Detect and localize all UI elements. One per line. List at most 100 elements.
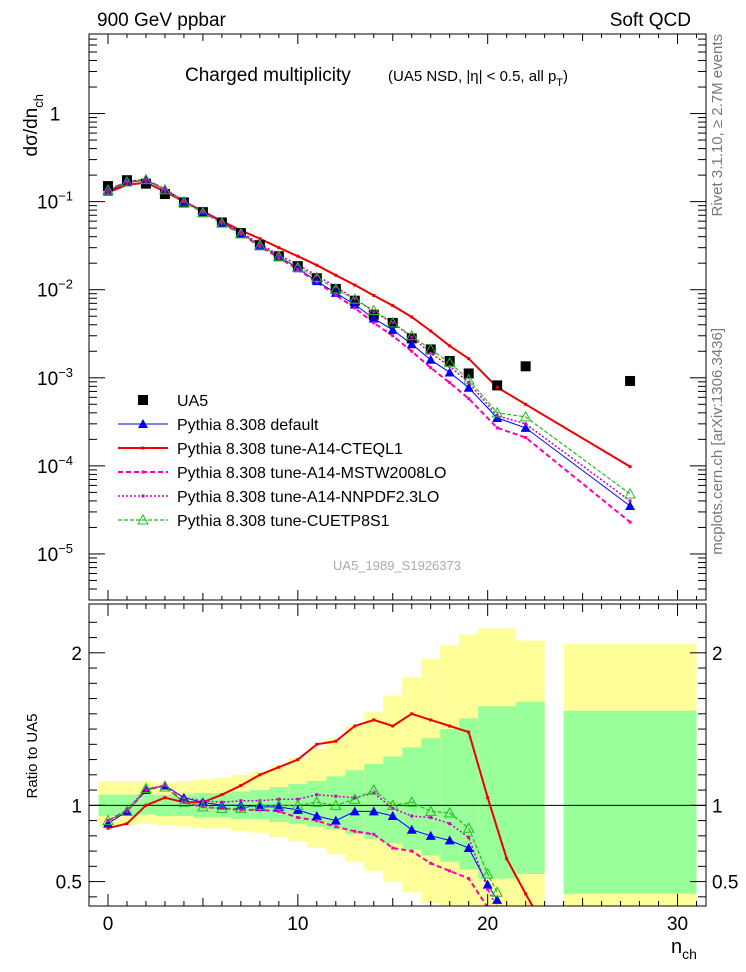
ratio-point-cuetp8s1 — [329, 799, 342, 810]
ratio-point-cteql1 — [296, 758, 300, 762]
point-cteql1 — [628, 465, 632, 469]
point-cuetp8s1 — [197, 206, 209, 218]
point-nnpdf — [182, 199, 186, 203]
point-data — [625, 375, 636, 386]
ratio-axis-ticks: 0 10 20 30 0.5 0.5 1 1 2 2 — [56, 604, 738, 935]
point-cteql1 — [296, 254, 300, 258]
point-mstw — [239, 232, 243, 236]
band-inner — [563, 710, 697, 894]
band-inner — [421, 738, 441, 856]
ratio-frame — [88, 603, 707, 907]
ratio-point-mstw — [258, 808, 262, 812]
ratio-point-mstw — [353, 829, 357, 833]
ratio-point-nnpdf — [429, 816, 433, 820]
ratio-point-default — [311, 811, 322, 821]
point-nnpdf — [315, 273, 319, 277]
ratio-point-nnpdf — [220, 800, 224, 804]
point-data — [425, 344, 436, 355]
ratio-x-tick-label: 30 — [667, 914, 688, 935]
ratio-point-cuetp8s1 — [197, 800, 209, 812]
ratio-point-cteql1 — [543, 926, 546, 929]
ratio-point-default — [273, 801, 284, 811]
point-mstw — [315, 280, 319, 284]
ratio-point-mstw — [372, 832, 376, 836]
point-default — [387, 324, 398, 334]
ratio-point-nnpdf — [144, 787, 148, 791]
point-nnpdf — [296, 263, 300, 267]
point-mstw — [334, 293, 338, 297]
ratio-point-cteql1 — [334, 739, 338, 743]
ratio-point-default — [330, 815, 341, 825]
ratio-line-nnpdf — [107, 784, 498, 906]
point-cuetp8s1 — [140, 173, 152, 185]
ratio-x-tick-label: 0 — [103, 914, 114, 935]
point-cteql1 — [315, 263, 319, 267]
point-cuetp8s1 — [624, 487, 636, 499]
band-inner — [345, 770, 365, 835]
ratio-point-cteql1 — [125, 822, 129, 826]
point-nnpdf — [163, 187, 167, 191]
point-mstw — [628, 520, 632, 524]
ratio-point-nnpdf — [125, 808, 129, 812]
band-inner — [364, 764, 384, 839]
ratio-point-cteql1 — [277, 765, 281, 769]
ratio-point-cuetp8s1 — [443, 806, 456, 818]
point-default — [520, 422, 531, 432]
point-nnpdf — [201, 209, 205, 213]
legend-label-nnpdf: Pythia 8.308 tune-A14-NNPDF2.3LO — [177, 489, 439, 506]
ratio-point-cuetp8s1 — [216, 802, 228, 813]
ratio-y-tick-label: 1 — [71, 796, 82, 817]
point-cteql1 — [334, 273, 338, 277]
point-mstw — [353, 306, 357, 310]
header-right: Soft QCD — [610, 10, 691, 31]
ratio-point-nnpdf — [448, 822, 452, 826]
point-nnpdf — [524, 422, 528, 426]
side-label-bottom: mcplots.cern.ch [arXiv:1306.3436] — [709, 328, 726, 555]
band-inner — [402, 747, 422, 850]
ratio-point-cteql1 — [144, 803, 148, 807]
ratio-point-cuetp8s1 — [235, 802, 247, 813]
point-nnpdf — [277, 253, 281, 257]
point-cuetp8s1 — [405, 329, 418, 341]
main-y-tick-label: 10−4 — [37, 453, 73, 478]
point-cuetp8s1 — [216, 217, 228, 228]
legend-label-cuetp8s1: Pythia 8.308 tune-CUETP8S1 — [177, 513, 390, 530]
ratio-point-cuetp8s1 — [348, 793, 361, 804]
ratio-point-default — [482, 879, 493, 889]
ratio-point-nnpdf — [163, 784, 167, 788]
ratio-point-nnpdf — [334, 794, 338, 798]
point-nnpdf — [125, 179, 129, 183]
legend-marker-default — [138, 419, 148, 428]
ratio-point-default — [102, 818, 113, 828]
point-cteql1 — [429, 329, 433, 333]
point-nnpdf — [239, 230, 243, 234]
ratio-point-cteql1 — [315, 742, 319, 746]
ratio-point-nnpdf — [372, 791, 376, 795]
ratio-point-cuetp8s1 — [491, 886, 504, 897]
point-nnpdf — [106, 188, 110, 192]
point-cuetp8s1 — [178, 195, 190, 207]
ratio-point-mstw — [125, 809, 129, 813]
point-cuetp8s1 — [443, 356, 456, 368]
point-cuetp8s1 — [291, 261, 304, 272]
point-default — [625, 501, 636, 511]
point-data — [463, 368, 474, 379]
band-inner — [516, 701, 545, 874]
point-cteql1 — [495, 385, 499, 389]
ratio-point-mstw — [448, 869, 452, 873]
point-cteql1 — [467, 357, 471, 361]
ratio-point-cteql1 — [106, 826, 110, 830]
band-inner — [326, 776, 346, 830]
point-nnpdf — [628, 499, 632, 503]
ratio-series-group — [89, 628, 706, 929]
ratio-point-cteql1 — [391, 724, 395, 728]
ratio-point-default — [492, 894, 503, 904]
point-nnpdf — [495, 414, 499, 418]
ratio-point-default — [406, 824, 417, 834]
ratio-panel: 0 10 20 30 0.5 0.5 1 1 2 2 Ratio to UA5 nch — [24, 603, 738, 962]
ratio-point-nnpdf — [106, 819, 110, 823]
ratio-point-cteql1 — [467, 730, 471, 734]
ratio-point-mstw — [315, 819, 319, 823]
ratio-point-nnpdf — [277, 797, 281, 801]
